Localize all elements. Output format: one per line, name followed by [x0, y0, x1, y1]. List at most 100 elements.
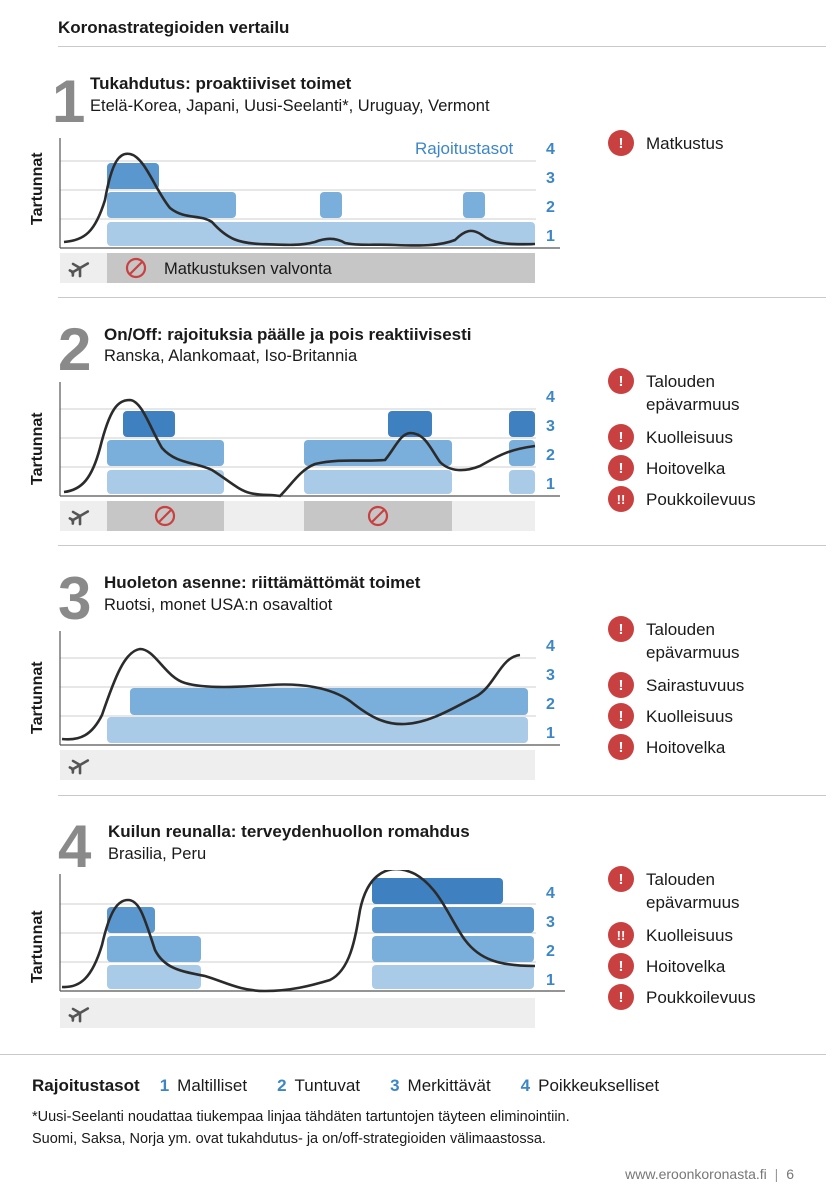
risk-label: Hoitovelka [646, 738, 726, 757]
section-title: Tukahdutus: proaktiiviset toimet [90, 74, 352, 93]
infection-curve [63, 152, 536, 247]
airplane-icon [68, 759, 90, 775]
risk-label: Talouden epävarmuus [646, 870, 740, 912]
legend-label: Maltilliset [177, 1076, 248, 1095]
risk-item: ! Talouden epävarmuus [608, 368, 776, 416]
level-number: 2 [546, 696, 555, 713]
level-3-block [388, 411, 432, 437]
legend-number: 3 [390, 1076, 400, 1095]
risk-item: ! Kuolleisuus [608, 424, 776, 450]
y-axis-label: Tartunnat [29, 661, 46, 734]
level-3-block [509, 411, 535, 437]
warning-icon: ! [608, 703, 634, 729]
level-number: 3 [546, 914, 555, 931]
footer-url: www.eroonkoronasta.fi [625, 1166, 767, 1182]
chart-section-3: Tartunnat 4 3 2 1 [29, 631, 560, 780]
y-axis-label: Tartunnat [29, 152, 46, 225]
chart-section-1: Tartunnat Rajoitustasot 4 3 2 1 Matkustu… [29, 138, 560, 283]
page-title: Koronastrategioiden vertailu [58, 18, 290, 37]
infection-curve [63, 398, 536, 498]
risk-list: ! Matkustus [608, 130, 723, 156]
level-number: 3 [546, 170, 555, 187]
risk-item: ! Hoitovelka [608, 734, 776, 760]
levels-label: Rajoitustasot [415, 139, 514, 158]
double-warning-icon: !! [608, 486, 634, 512]
no-entry-icon [367, 505, 389, 527]
footer-separator: | [774, 1166, 779, 1182]
warning-icon: ! [608, 455, 634, 481]
level-1-block [107, 717, 528, 743]
airplane-icon [68, 510, 90, 526]
warning-icon: ! [608, 130, 634, 156]
footer: www.eroonkoronasta.fi | 6 [625, 1166, 794, 1182]
warning-icon: ! [608, 424, 634, 450]
section-title: On/Off: rajoituksia päälle ja pois reakt… [104, 325, 472, 344]
risk-item: ! Matkustus [608, 130, 723, 156]
section-number: 2 [58, 316, 92, 383]
legend-number: 4 [520, 1076, 531, 1095]
risk-label: Sairastuvuus [646, 676, 745, 695]
travel-control-label: Matkustuksen valvonta [164, 260, 333, 278]
section-subtitle: Etelä-Korea, Japani, Uusi-Seelanti*, Uru… [90, 97, 490, 115]
risk-label: Hoitovelka [646, 957, 726, 976]
legend-label: Poikkeukselliset [538, 1076, 660, 1095]
gridlines [60, 408, 536, 468]
gridlines [60, 657, 536, 717]
legend-title: Rajoitustasot [32, 1076, 140, 1095]
section-number: 1 [52, 68, 86, 135]
risk-label: Kuolleisuus [646, 707, 733, 726]
no-entry-icon [154, 505, 176, 527]
level-1-block [509, 470, 535, 494]
risk-item: !! Kuolleisuus [608, 922, 776, 948]
risk-item: ! Hoitovelka [608, 455, 776, 481]
level-1-block [107, 222, 535, 246]
level-1-block [372, 965, 534, 989]
no-entry-icon [125, 257, 147, 279]
airplane-icon [68, 1007, 90, 1023]
risk-label: Talouden epävarmuus [646, 372, 740, 414]
level-number: 2 [546, 447, 555, 464]
y-axis-label: Tartunnat [29, 910, 46, 983]
risk-item: ! Sairastuvuus [608, 672, 776, 698]
level-1-block [107, 470, 224, 494]
legend-number: 1 [159, 1076, 170, 1095]
risk-item: ! Talouden epävarmuus [608, 866, 776, 914]
risk-label: Poukkoilevuus [646, 490, 756, 509]
risk-list: ! Talouden epävarmuus !! Kuolleisuus ! H… [608, 866, 776, 1010]
level-number: 1 [546, 725, 555, 742]
warning-icon: ! [608, 368, 634, 394]
travel-track [60, 998, 535, 1028]
level-number: 3 [546, 667, 555, 684]
level-number: 1 [546, 476, 555, 493]
risk-item: ! Talouden epävarmuus [608, 616, 776, 664]
warning-icon: ! [608, 734, 634, 760]
footnote: *Uusi-Seelanti noudattaa tiukempaa linja… [32, 1106, 812, 1150]
divider [58, 545, 826, 546]
warning-icon: ! [608, 866, 634, 892]
level-2-block [320, 192, 342, 218]
level-2-block [463, 192, 485, 218]
warning-icon: ! [608, 984, 634, 1010]
section-subtitle: Brasilia, Peru [108, 845, 207, 863]
risk-item: ! Kuolleisuus [608, 703, 776, 729]
legend: Rajoitustasot 1 Maltilliset 2 Tuntuvat 3… [32, 1076, 689, 1096]
travel-track [60, 750, 535, 780]
risk-label: Poukkoilevuus [646, 988, 756, 1007]
y-axis-label: Tartunnat [29, 412, 46, 485]
risk-label: Hoitovelka [646, 459, 726, 478]
level-number: 4 [546, 389, 555, 406]
chart-section-4: Tartunnat 4 3 2 1 [29, 870, 565, 1028]
risk-list: ! Talouden epävarmuus ! Sairastuvuus ! K… [608, 616, 776, 760]
section-number: 3 [58, 565, 92, 632]
page-number: 6 [786, 1166, 794, 1182]
level-2-block [304, 440, 452, 466]
risk-label: Matkustus [646, 134, 724, 153]
level-number: 3 [546, 418, 555, 435]
level-number: 4 [546, 885, 555, 902]
double-warning-icon: !! [608, 922, 634, 948]
chart-section-2: Tartunnat 4 3 2 1 [29, 382, 560, 531]
section-subtitle: Ruotsi, monet USA:n osavaltiot [104, 596, 333, 614]
level-number: 4 [546, 638, 555, 655]
footnote-line: Suomi, Saksa, Norja ym. ovat tukahdutus-… [32, 1131, 546, 1147]
level-4-block [372, 878, 503, 904]
